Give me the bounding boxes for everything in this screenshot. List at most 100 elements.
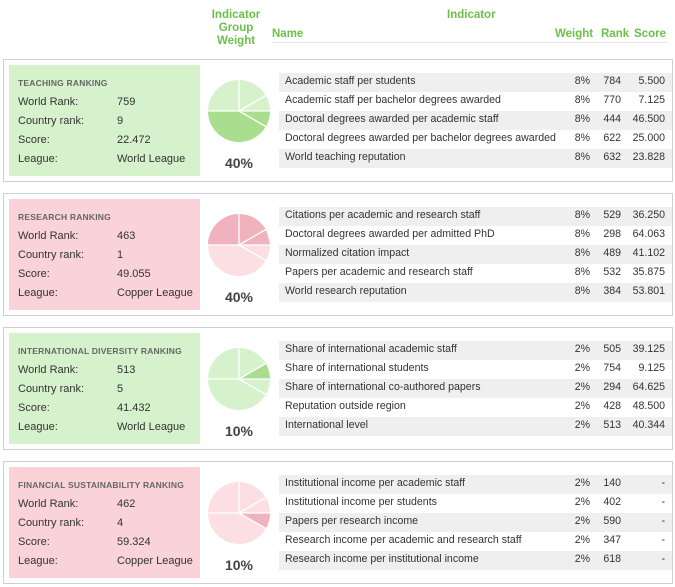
country-rank-value: 4 xyxy=(117,517,124,529)
indicator-rank: 784 xyxy=(603,75,621,87)
indicator-rank: 444 xyxy=(603,113,621,125)
research-summary-box: RESEARCH RANKING World Rank: 463 Country … xyxy=(9,199,200,310)
indicator-weight: 8% xyxy=(574,132,590,144)
league-label: League: xyxy=(18,153,58,165)
indicator-weight: 2% xyxy=(574,400,590,412)
score-value: 59.324 xyxy=(117,536,151,548)
indicator-score: 64.625 xyxy=(632,381,665,393)
table-row: Institutional income per academic staff 2… xyxy=(279,475,672,494)
international-indicator-table: Share of international academic staff 2% 5… xyxy=(279,341,672,436)
world-rank-label: World Rank: xyxy=(18,230,79,242)
indicator-name: World research reputation xyxy=(285,285,407,297)
indicator-header: Indicator xyxy=(447,9,496,21)
indicator-weight: 8% xyxy=(574,285,590,297)
indicator-rank: 294 xyxy=(603,381,621,393)
financial-sustainability-ranking-panel: FINANCIAL SUSTAINABILITY RANKING World R… xyxy=(3,461,673,584)
world-rank-value: 513 xyxy=(117,364,136,376)
indicator-rank: 529 xyxy=(603,209,621,221)
indicator-score: - xyxy=(661,477,665,489)
league-value: World League xyxy=(117,421,186,433)
panel-title: TEACHING RANKING xyxy=(18,78,108,88)
world-rank-value: 462 xyxy=(117,498,136,510)
indicator-rank: 489 xyxy=(603,247,621,259)
indicator-rank: 622 xyxy=(603,132,621,144)
indicator-name: Reputation outside region xyxy=(285,400,406,412)
indicator-name: Institutional income per academic staff xyxy=(285,477,465,489)
league-value: World League xyxy=(117,153,186,165)
table-row: Institutional income per students 2% 402 - xyxy=(279,494,672,513)
indicator-weight: 8% xyxy=(574,209,590,221)
indicator-rank: 532 xyxy=(603,266,621,278)
indicator-name: Share of international students xyxy=(285,362,429,374)
indicator-name: Citations per academic and research staf… xyxy=(285,209,481,221)
group-weight-value: 40% xyxy=(224,289,254,305)
league-label: League: xyxy=(18,421,58,433)
indicator-rank: 505 xyxy=(603,343,621,355)
indicator-score: 41.102 xyxy=(632,247,665,259)
league-label: League: xyxy=(18,287,58,299)
indicator-score: - xyxy=(661,496,665,508)
teaching-indicator-table: Academic staff per students 8% 784 5.500 Ac… xyxy=(279,73,672,168)
indicator-score: 7.125 xyxy=(638,94,665,106)
table-row: World research reputation 8% 384 53.801 xyxy=(279,283,672,302)
score-label: Score: xyxy=(18,536,50,548)
score-value: 22.472 xyxy=(117,134,151,146)
indicator-weight: 2% xyxy=(574,553,590,565)
indicator-rank: 632 xyxy=(603,151,621,163)
table-row: Research income per academic and researc… xyxy=(279,532,672,551)
indicator-weight: 2% xyxy=(574,381,590,393)
indicator-rank: 402 xyxy=(603,496,621,508)
indicator-score: 25.000 xyxy=(632,132,665,144)
indicator-name: Doctoral degrees awarded per academic st… xyxy=(285,113,499,125)
indicator-rank: 513 xyxy=(603,419,621,431)
table-row: Share of international co-authored paper… xyxy=(279,379,672,398)
table-row: Papers per academic and research staff 8%… xyxy=(279,264,672,283)
country-rank-label: Country rank: xyxy=(18,383,85,395)
research-indicator-table: Citations per academic and research staf… xyxy=(279,207,672,302)
indicator-score: 35.875 xyxy=(632,266,665,278)
indicator-weight: 8% xyxy=(574,247,590,259)
group-weight-value: 10% xyxy=(224,557,254,573)
table-row: Share of international academic staff 2% 5… xyxy=(279,341,672,360)
indicator-name: Papers per research income xyxy=(285,515,419,527)
country-rank-label: Country rank: xyxy=(18,249,85,261)
indicator-weight: 8% xyxy=(574,151,590,163)
indicator-weight: 2% xyxy=(574,477,590,489)
table-row: International level 2% 513 40.344 xyxy=(279,417,672,436)
score-value: 41.432 xyxy=(117,402,151,414)
table-row: Doctoral degrees awarded per admitted Ph… xyxy=(279,226,672,245)
indicator-weight: 2% xyxy=(574,343,590,355)
indicator-weight: 8% xyxy=(574,75,590,87)
teaching-summary-box: TEACHING RANKING World Rank: 759 Country … xyxy=(9,65,200,176)
indicator-score: 64.063 xyxy=(632,228,665,240)
world-rank-value: 463 xyxy=(117,230,136,242)
indicator-name: Doctoral degrees awarded per bachelor de… xyxy=(285,132,556,144)
world-rank-label: World Rank: xyxy=(18,364,79,376)
indicator-weight: 8% xyxy=(574,94,590,106)
league-value: Copper League xyxy=(117,287,193,299)
indicator-rank: 428 xyxy=(603,400,621,412)
international-summary-box: INTERNATIONAL DIVERSITY RANKING World Ra… xyxy=(9,333,200,444)
table-row: Research income per institutional income… xyxy=(279,551,672,570)
teaching-weight-pie xyxy=(208,80,270,142)
research-weight-pie xyxy=(208,214,270,276)
country-rank-label: Country rank: xyxy=(18,115,85,127)
indicator-name: Papers per academic and research staff xyxy=(285,266,473,278)
indicator-rank: 770 xyxy=(603,94,621,106)
indicator-name: Normalized citation impact xyxy=(285,247,410,259)
table-row: Citations per academic and research staf… xyxy=(279,207,672,226)
research-ranking-panel: RESEARCH RANKING World Rank: 463 Country … xyxy=(3,193,673,316)
table-row: Reputation outside region 2% 428 48.500 xyxy=(279,398,672,417)
indicator-score: - xyxy=(661,515,665,527)
weight-column-header: Weight xyxy=(555,28,594,40)
table-row: World teaching reputation 8% 632 23.828 xyxy=(279,149,672,168)
indicator-name: Research income per institutional income xyxy=(285,553,479,565)
indicator-score: 39.125 xyxy=(632,343,665,355)
indicator-weight: 2% xyxy=(574,419,590,431)
indicator-rank: 754 xyxy=(603,362,621,374)
indicator-name: Research income per academic and researc… xyxy=(285,534,522,546)
indicator-rank: 347 xyxy=(603,534,621,546)
world-rank-value: 759 xyxy=(117,96,136,108)
table-row: Doctoral degrees awarded per academic st… xyxy=(279,111,672,130)
indicator-rank: 590 xyxy=(603,515,621,527)
